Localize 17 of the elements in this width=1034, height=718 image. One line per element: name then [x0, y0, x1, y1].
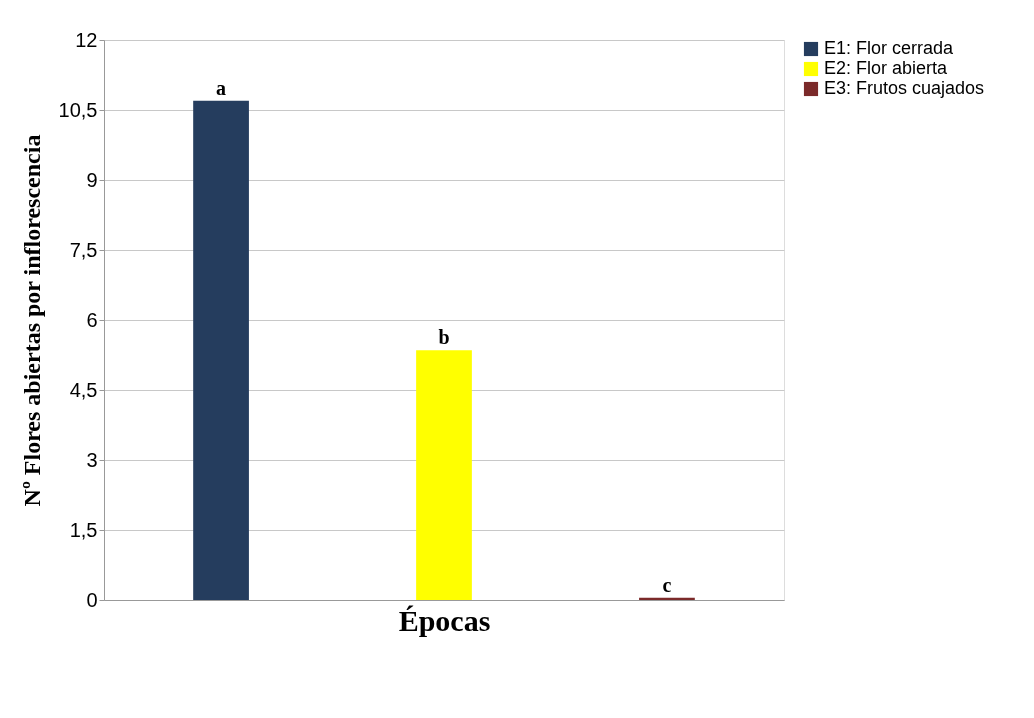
x-axis-title: Épocas: [398, 603, 491, 637]
legend-label: E2: Flor abierta: [824, 58, 949, 78]
y-tick-label: 3: [86, 448, 98, 471]
y-tick-label: 9: [86, 168, 98, 191]
y-tick-label: 6: [86, 308, 98, 331]
data-label: b: [438, 326, 450, 349]
y-tick-label: 7,5: [69, 238, 98, 261]
y-tick-label: 0: [86, 588, 98, 611]
legend-label: E3: Frutos cuajados: [824, 78, 985, 98]
y-tick-label: 1,5: [69, 518, 98, 541]
y-tick-label: 10,5: [58, 98, 98, 121]
data-label: a: [216, 76, 227, 99]
y-axis-title: Nº Flores abiertas por inflorescencia: [18, 134, 45, 507]
y-tick-label: 12: [75, 28, 98, 51]
data-label: c: [662, 573, 672, 596]
y-tick-label: 4,5: [69, 378, 98, 401]
legend-label: E1: Flor cerrada: [824, 38, 955, 58]
